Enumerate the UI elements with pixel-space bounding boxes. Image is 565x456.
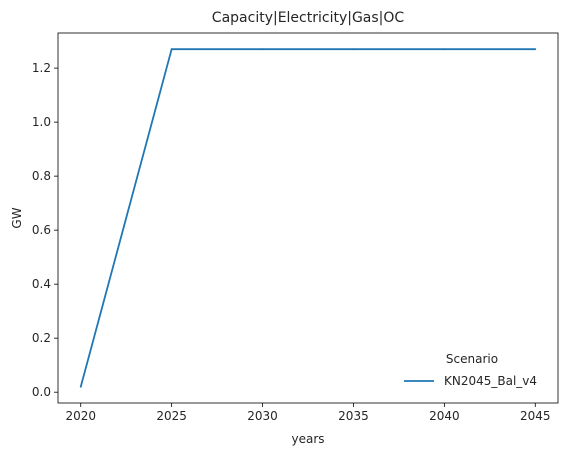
y-axis-ticks: 0.0 0.2 0.4 0.6 0.8 1.0 1.2: [32, 61, 58, 399]
x-tick-label: 2035: [338, 409, 369, 423]
data-point: [534, 48, 537, 51]
y-tick-label: 0.6: [32, 223, 51, 237]
data-point: [79, 385, 82, 388]
legend-title: Scenario: [446, 352, 498, 366]
legend-series-label: KN2045_Bal_v4: [444, 374, 537, 388]
y-tick-label: 1.2: [32, 61, 51, 75]
x-tick-label: 2030: [247, 409, 278, 423]
legend: Scenario KN2045_Bal_v4: [404, 352, 537, 388]
y-tick-label: 0.8: [32, 169, 51, 183]
data-point: [261, 48, 264, 51]
y-axis-label: GW: [10, 207, 24, 228]
plot-series: [79, 48, 537, 388]
y-tick-label: 0.4: [32, 277, 51, 291]
x-axis-label: years: [291, 432, 324, 446]
series-line-0: [79, 48, 536, 388]
data-point: [443, 48, 446, 51]
x-tick-label: 2025: [156, 409, 187, 423]
x-tick-label: 2040: [429, 409, 460, 423]
y-tick-label: 0.0: [32, 385, 51, 399]
data-point: [170, 48, 173, 51]
plot-frame: [57, 32, 559, 404]
x-tick-label: 2020: [65, 409, 96, 423]
x-axis-ticks: 2020 2025 2030 2035 2040 2045: [65, 403, 551, 423]
y-tick-label: 0.2: [32, 331, 51, 345]
data-point: [352, 48, 355, 51]
y-tick-label: 1.0: [32, 115, 51, 129]
chart-title: Capacity|Electricity|Gas|OC: [212, 10, 405, 26]
x-tick-label: 2045: [520, 409, 551, 423]
